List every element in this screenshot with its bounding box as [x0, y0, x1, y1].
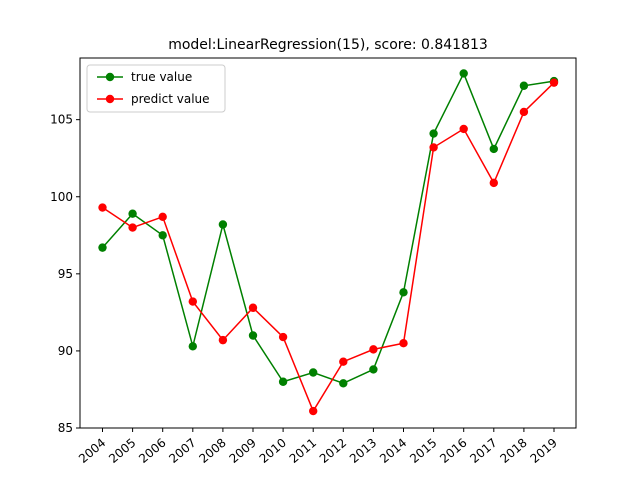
data-point — [248, 303, 258, 312]
data-point — [489, 144, 498, 154]
x-tick-label: 2009 — [227, 436, 259, 466]
data-point — [309, 406, 318, 416]
x-tick-label: 2005 — [106, 436, 138, 466]
data-point — [519, 107, 529, 117]
series-line — [101, 71, 555, 385]
series-line — [102, 82, 555, 413]
data-point — [339, 379, 348, 388]
data-point — [128, 209, 137, 218]
data-point — [309, 368, 318, 377]
legend-label: predict value — [131, 92, 210, 106]
data-point — [399, 339, 408, 348]
x-tick-label: 2014 — [377, 436, 409, 466]
legend-marker — [105, 94, 115, 104]
x-tick-label: 2015 — [407, 436, 439, 466]
x-tick-label: 2006 — [136, 436, 168, 466]
series-2 — [98, 78, 559, 416]
y-tick-label: 100 — [50, 190, 73, 204]
data-point — [369, 365, 378, 374]
series-layer — [98, 69, 559, 416]
legend-marker — [105, 72, 115, 82]
data-point — [218, 335, 228, 345]
x-axis: 2004200520062007200820092010201120122013… — [76, 428, 560, 466]
x-tick-label: 2016 — [437, 436, 469, 466]
series-1 — [98, 69, 559, 388]
y-tick-label: 85 — [58, 421, 73, 435]
data-point — [489, 178, 498, 188]
data-point — [339, 357, 348, 366]
y-tick-label: 90 — [58, 344, 73, 358]
data-point — [459, 124, 468, 134]
y-tick-label: 105 — [50, 113, 73, 127]
chart-title: model:LinearRegression(15), score: 0.841… — [168, 37, 488, 53]
data-point — [188, 297, 197, 306]
x-tick-label: 2011 — [287, 436, 319, 466]
y-tick-label: 95 — [58, 267, 73, 281]
plot-area — [79, 57, 577, 429]
x-tick-label: 2008 — [196, 436, 228, 466]
data-point — [98, 203, 107, 212]
data-point — [278, 332, 288, 342]
data-point — [158, 231, 167, 240]
data-point — [128, 223, 137, 232]
x-tick-label: 2018 — [497, 436, 529, 466]
x-tick-label: 2017 — [467, 436, 499, 466]
y-axis: 85 90 95 100 105 — [50, 113, 80, 435]
data-point — [549, 78, 559, 87]
x-tick-label: 2013 — [347, 436, 379, 466]
legend-label: true value — [131, 70, 192, 84]
data-point — [278, 377, 288, 386]
x-tick-label: 2012 — [317, 436, 349, 466]
x-tick-label: 2010 — [257, 436, 289, 466]
data-point — [369, 345, 378, 354]
data-point — [158, 212, 167, 221]
data-point — [459, 69, 468, 78]
data-point — [429, 143, 438, 152]
x-tick-label: 2007 — [166, 436, 198, 466]
data-point — [188, 342, 197, 351]
data-point — [429, 129, 438, 138]
x-tick-label: 2019 — [528, 436, 560, 466]
legend: true value predict value — [86, 64, 226, 113]
x-tick-label: 2004 — [76, 436, 108, 466]
data-point — [519, 81, 529, 90]
data-point — [98, 243, 107, 252]
data-point — [399, 288, 408, 297]
data-point — [248, 331, 258, 340]
data-point — [218, 220, 228, 229]
